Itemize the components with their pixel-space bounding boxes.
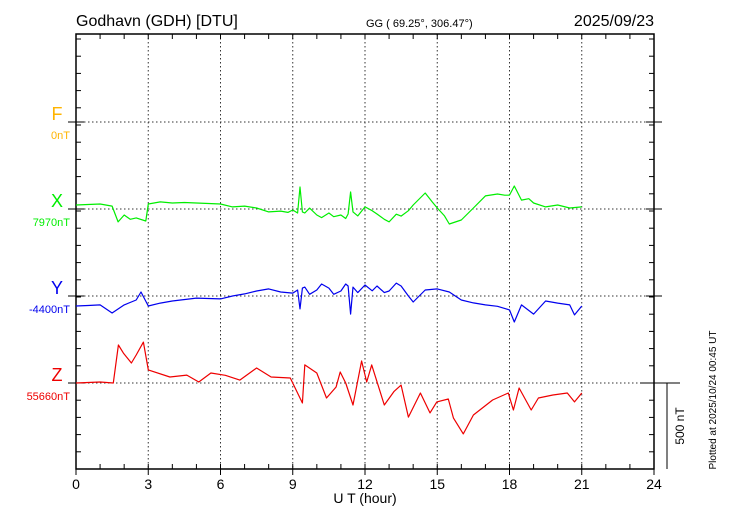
x-tick-label: 24 — [646, 476, 662, 492]
station-title: Godhavn (GDH) [DTU] — [76, 13, 238, 30]
x-tick-label: 0 — [72, 476, 80, 492]
axis-ticks — [68, 34, 662, 475]
trace-y — [75, 282, 583, 323]
plot-date: 2025/09/23 — [574, 13, 654, 30]
trace-x — [75, 185, 582, 225]
series-label-f: F — [52, 104, 63, 124]
grid — [76, 34, 654, 469]
x-tick-labels: 0 3 6 9 12 15 18 21 24 — [72, 476, 662, 492]
traces — [75, 185, 583, 435]
x-tick-label: 9 — [289, 476, 297, 492]
scale-bar-label: 500 nT — [673, 407, 687, 445]
series-label-z: Z — [52, 365, 63, 385]
x-tick-label: 3 — [144, 476, 152, 492]
x-tick-label: 15 — [429, 476, 445, 492]
x-tick-label: 12 — [357, 476, 373, 492]
x-tick-label: 6 — [217, 476, 225, 492]
series-label-y: Y — [51, 278, 63, 298]
series-baseline-y: -4400nT — [29, 304, 70, 316]
series-label-x: X — [51, 191, 63, 211]
station-coords: GG ( 69.25°, 306.47°) — [366, 18, 473, 30]
x-axis-label: U T (hour) — [333, 490, 396, 506]
trace-z — [75, 341, 583, 435]
series-baseline-z: 55660nT — [27, 391, 71, 403]
series-baseline-f: 0nT — [51, 130, 70, 142]
series-baseline-x: 7970nT — [33, 217, 71, 229]
plotted-timestamp: Plotted at 2025/10/24 00:45 UT — [708, 331, 719, 470]
x-tick-label: 21 — [574, 476, 590, 492]
x-tick-label: 18 — [502, 476, 518, 492]
series-labels: F 0nT X 7970nT Y -4400nT Z 55660nT — [27, 104, 71, 403]
